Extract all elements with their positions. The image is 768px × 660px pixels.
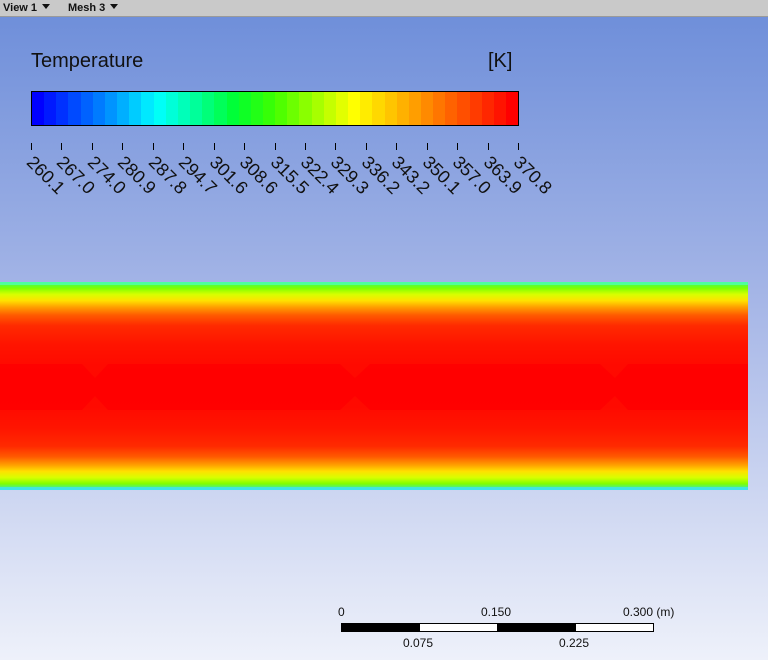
colorbar-band	[80, 92, 93, 125]
colorbar-band	[372, 92, 385, 125]
mesh-dropdown[interactable]: Mesh 3	[68, 1, 119, 15]
colorbar-band	[396, 92, 409, 125]
colorbar-band	[202, 92, 215, 125]
legend-tick-mark	[152, 143, 154, 150]
colorbar-band	[129, 92, 142, 125]
view-dropdown-label: View 1	[3, 2, 38, 14]
legend-tick-mark	[457, 143, 459, 150]
legend-tick-mark	[365, 143, 367, 150]
legend-tick-mark	[335, 143, 337, 150]
colorbar-band	[226, 92, 239, 125]
colorbar-band	[177, 92, 191, 125]
core-high-temperature-region	[0, 364, 748, 410]
legend-colorbar	[31, 91, 519, 126]
colorbar-band	[68, 92, 81, 125]
chevron-down-icon	[42, 4, 51, 9]
colorbar-band	[32, 92, 45, 125]
view-dropdown[interactable]: View 1	[3, 1, 51, 15]
legend-title: Temperature	[31, 50, 144, 72]
colorbar-band	[335, 92, 349, 125]
colorbar-band	[299, 92, 312, 125]
pipe-top-wall	[0, 282, 748, 285]
legend-tick-mark	[61, 143, 63, 150]
colorbar-band	[262, 92, 276, 125]
pipe-bottom-wall	[0, 487, 748, 490]
colorbar-band	[141, 92, 154, 125]
legend-tick-mark	[487, 143, 489, 150]
colorbar-band	[214, 92, 227, 125]
colorbar-band	[506, 92, 519, 125]
colorbar-band	[408, 92, 421, 125]
colorbar-band	[56, 92, 69, 125]
colorbar-band	[457, 92, 470, 125]
colorbar-band	[348, 92, 361, 125]
colorbar-band	[250, 92, 263, 125]
mesh-dropdown-label: Mesh 3	[68, 2, 106, 14]
colorbar-band	[384, 92, 397, 125]
legend-tick-mark	[396, 143, 398, 150]
colorbar-band	[433, 92, 446, 125]
colorbar-band	[421, 92, 434, 125]
legend-tick-mark	[304, 143, 306, 150]
colorbar-band	[323, 92, 336, 125]
colorbar-band	[190, 92, 203, 125]
colorbar-band	[287, 92, 300, 125]
colorbar-band	[165, 92, 178, 125]
colorbar-band	[360, 92, 373, 125]
colorbar-band	[493, 92, 507, 125]
legend-units: [K]	[488, 50, 513, 72]
colorbar-band	[117, 92, 130, 125]
viewport-toolbar: View 1 Mesh 3	[0, 0, 768, 17]
legend-tick-mark	[213, 143, 215, 150]
legend-tick-mark	[426, 143, 428, 150]
colorbar-band	[238, 92, 251, 125]
colorbar-band	[153, 92, 166, 125]
colorbar-band	[104, 92, 118, 125]
colorbar-band	[481, 92, 494, 125]
legend-ticks: 260.1 267.0 274.0 280.9 287.8 294.7 301.6 308.6…	[0, 0, 768, 200]
colorbar-band	[445, 92, 458, 125]
colorbar-band	[311, 92, 324, 125]
colorbar-band	[92, 92, 105, 125]
legend-tick-mark	[183, 143, 185, 150]
colorbar-band	[469, 92, 482, 125]
legend-tick-mark	[274, 143, 276, 150]
legend-tick-mark	[91, 143, 93, 150]
legend-tick-mark	[31, 143, 32, 150]
legend-tick-mark	[518, 143, 519, 150]
colorbar-band	[44, 92, 57, 125]
colorbar-band	[275, 92, 288, 125]
legend-tick-mark	[122, 143, 124, 150]
temperature-contour-plot[interactable]	[0, 262, 768, 512]
chevron-down-icon	[110, 4, 119, 9]
legend-tick-mark	[244, 143, 246, 150]
